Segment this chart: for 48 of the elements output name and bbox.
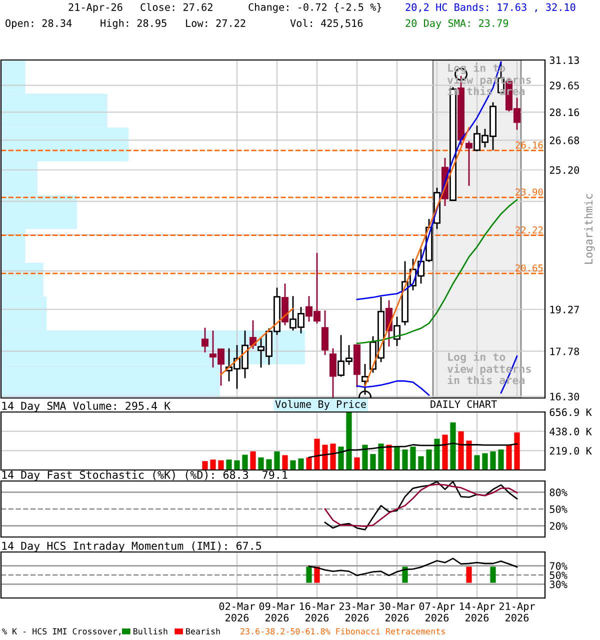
x-tick-label: 21-Apr 2026	[499, 602, 535, 622]
y-tick-label: 26.68	[550, 136, 580, 144]
y-tick-label: 19.27	[550, 306, 579, 314]
y-tick-label: 20%	[550, 522, 568, 530]
y-tick-label: 28.16	[550, 108, 580, 116]
ref-line-label: 22.22	[516, 226, 543, 234]
legend-label: Bullish	[134, 628, 168, 634]
text: Close: 27.62	[140, 3, 212, 11]
y-tick-label: 17.78	[550, 348, 580, 356]
x-tick-label: 23-Mar 2026	[339, 602, 375, 622]
legend-label: Bearish	[186, 628, 220, 634]
y-tick-label: 31.13	[550, 56, 579, 64]
text: DAILY CHART	[430, 400, 497, 408]
text: Low: 27.22	[186, 19, 246, 27]
y-tick-label: 50%	[550, 505, 568, 514]
y-tick-label: 656.9 K	[550, 408, 592, 416]
text: Vol: 425,516	[290, 19, 363, 28]
y-tick-label: 50%	[550, 571, 568, 580]
x-tick-label: 14-Apr 2026	[460, 602, 495, 622]
x-tick-label: 16-Mar 2026	[300, 602, 335, 622]
y-tick-label: 30%	[550, 580, 568, 588]
chart-title: 14 Day SMA Volume: 295.4 K	[2, 401, 171, 412]
text: High: 28.95	[100, 19, 166, 29]
ref-line-label: 20.65	[516, 264, 543, 272]
chart-title: 14 Day HCS Intraday Momentum (IMI): 67.5	[2, 542, 262, 552]
ref-line-label: 26.16	[516, 141, 543, 149]
y-tick-label: 29.65	[550, 82, 579, 90]
y-tick-label: 16.30	[550, 392, 580, 400]
text: Open: 28.34	[6, 19, 72, 29]
chart-title: 14 Day Fast Stochastic (%K) (%D): 68.3 79.1	[2, 470, 288, 481]
x-tick-label: 07-Apr 2026	[419, 602, 455, 622]
ref-line-label: 23.90	[516, 188, 543, 196]
x-tick-label: 30-Mar 2026	[379, 602, 415, 622]
y-tick-label: 70%	[550, 562, 568, 570]
x-tick-label: 02-Mar 2026	[219, 602, 255, 622]
y-tick-label: 219.0 K	[550, 447, 592, 455]
text: 20 Day SMA: 23.79	[406, 19, 508, 29]
text: 23.6-38.2-50-61.8% Fibonacci Retracements	[240, 628, 445, 634]
y-tick-label: 80%	[550, 488, 568, 496]
text: Change: -0.72 {-2.5 %}	[248, 3, 382, 13]
text: 21-Apr-26	[68, 3, 122, 13]
text: Volume By Price	[275, 400, 366, 410]
x-tick-label: 09-Mar 2026	[259, 602, 295, 622]
y-tick-label: 25.20	[550, 166, 580, 174]
y-axis-title: Logarithmic	[584, 194, 595, 264]
y-tick-label: 438.0 K	[550, 428, 592, 436]
text: % K - HCS IMI Crossover,	[2, 628, 120, 636]
text: 20,2 HC Bands: 17.63 , 32.10	[406, 3, 576, 12]
